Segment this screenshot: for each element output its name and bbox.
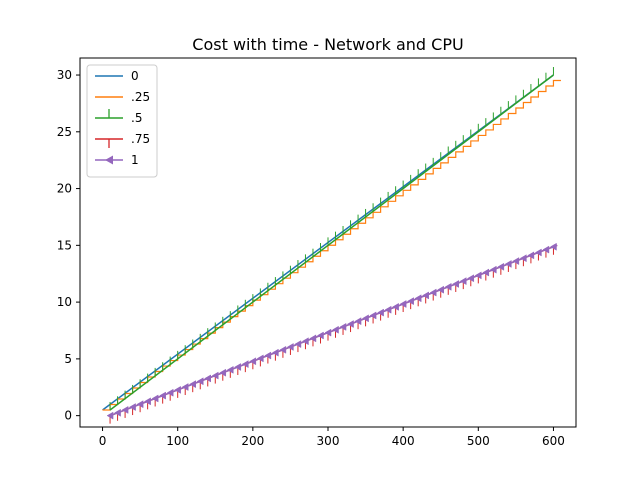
y-tick-label: 15 [57, 238, 72, 252]
y-tick-label: 5 [64, 352, 72, 366]
series-marker [121, 405, 129, 414]
series-marker [301, 337, 309, 346]
legend: 0 .25 .5 .75 1 [86, 64, 158, 178]
series-marker [151, 394, 159, 403]
y-tick-label: 10 [57, 295, 72, 309]
series-marker [527, 251, 535, 260]
series-marker [294, 340, 302, 349]
series-marker [219, 368, 227, 377]
series-1 [102, 79, 561, 411]
series-marker [279, 345, 287, 354]
y-tick-label: 0 [64, 409, 72, 423]
series-marker [362, 314, 369, 323]
series-line [102, 79, 561, 411]
series-marker [286, 343, 294, 351]
series-marker [241, 360, 249, 369]
series-marker [159, 391, 166, 400]
series-marker [512, 257, 520, 266]
series-marker [392, 302, 399, 311]
series-marker [316, 331, 324, 340]
x-tick-label: 300 [317, 434, 340, 448]
series-marker [226, 365, 234, 374]
y-tick-label: 20 [57, 182, 72, 196]
series-marker [189, 380, 196, 389]
series-marker [369, 311, 377, 320]
series-marker [549, 242, 557, 251]
series-marker [136, 400, 144, 409]
legend-box [86, 64, 158, 178]
series-marker [129, 403, 136, 411]
series-marker [264, 351, 272, 360]
legend-label: .5 [131, 111, 142, 125]
x-tick-label: 400 [392, 434, 415, 448]
series-marker [399, 300, 407, 308]
series-marker [422, 291, 429, 300]
x-tick-label: 200 [241, 434, 264, 448]
series-marker [467, 274, 475, 283]
x-tick-label: 500 [467, 434, 490, 448]
series-marker [114, 408, 121, 417]
series-marker [489, 265, 497, 274]
series-marker [474, 271, 482, 280]
series-marker [271, 348, 279, 357]
series-marker [377, 308, 384, 317]
series-marker [204, 374, 212, 383]
series-marker [452, 280, 460, 288]
chart-title: Cost with time - Network and CPU [192, 35, 463, 54]
series-marker [196, 377, 204, 386]
series-line [109, 74, 554, 411]
series-marker [384, 305, 392, 314]
series-marker [256, 354, 264, 363]
series-4 [106, 242, 558, 420]
series-marker [249, 357, 257, 366]
series-marker [181, 383, 189, 391]
series-marker [234, 363, 242, 371]
series-marker [497, 262, 505, 271]
legend-label: .25 [131, 90, 150, 104]
series-marker [437, 285, 444, 294]
series-marker [444, 282, 452, 291]
series-marker [429, 288, 437, 297]
series-marker [354, 317, 362, 326]
series-marker [347, 320, 354, 328]
series-marker [414, 294, 422, 303]
series-marker [504, 260, 512, 268]
series-marker [519, 254, 527, 263]
series-marker [174, 385, 181, 394]
series-marker [534, 248, 542, 257]
series-marker [482, 268, 490, 277]
legend-label: .75 [131, 132, 150, 146]
series-marker [459, 277, 467, 286]
x-tick-label: 100 [166, 434, 189, 448]
x-tick-label: 600 [542, 434, 565, 448]
x-tick-label: 0 [99, 434, 107, 448]
series-marker [324, 328, 332, 337]
series-marker [332, 325, 339, 334]
legend-marker [105, 155, 113, 165]
series-marker [166, 388, 174, 397]
series-2 [109, 67, 554, 411]
series-3 [109, 244, 558, 424]
series-marker [144, 397, 151, 406]
series-marker [339, 322, 347, 331]
legend-label: 1 [131, 153, 139, 167]
series-marker [309, 334, 317, 343]
y-tick-label: 25 [57, 125, 72, 139]
plot-area [102, 67, 561, 424]
series-marker [211, 371, 219, 380]
y-tick-label: 30 [57, 68, 72, 82]
legend-label: 0 [131, 69, 139, 83]
series-marker [407, 297, 414, 306]
series-marker [106, 411, 114, 420]
series-marker [542, 245, 550, 254]
